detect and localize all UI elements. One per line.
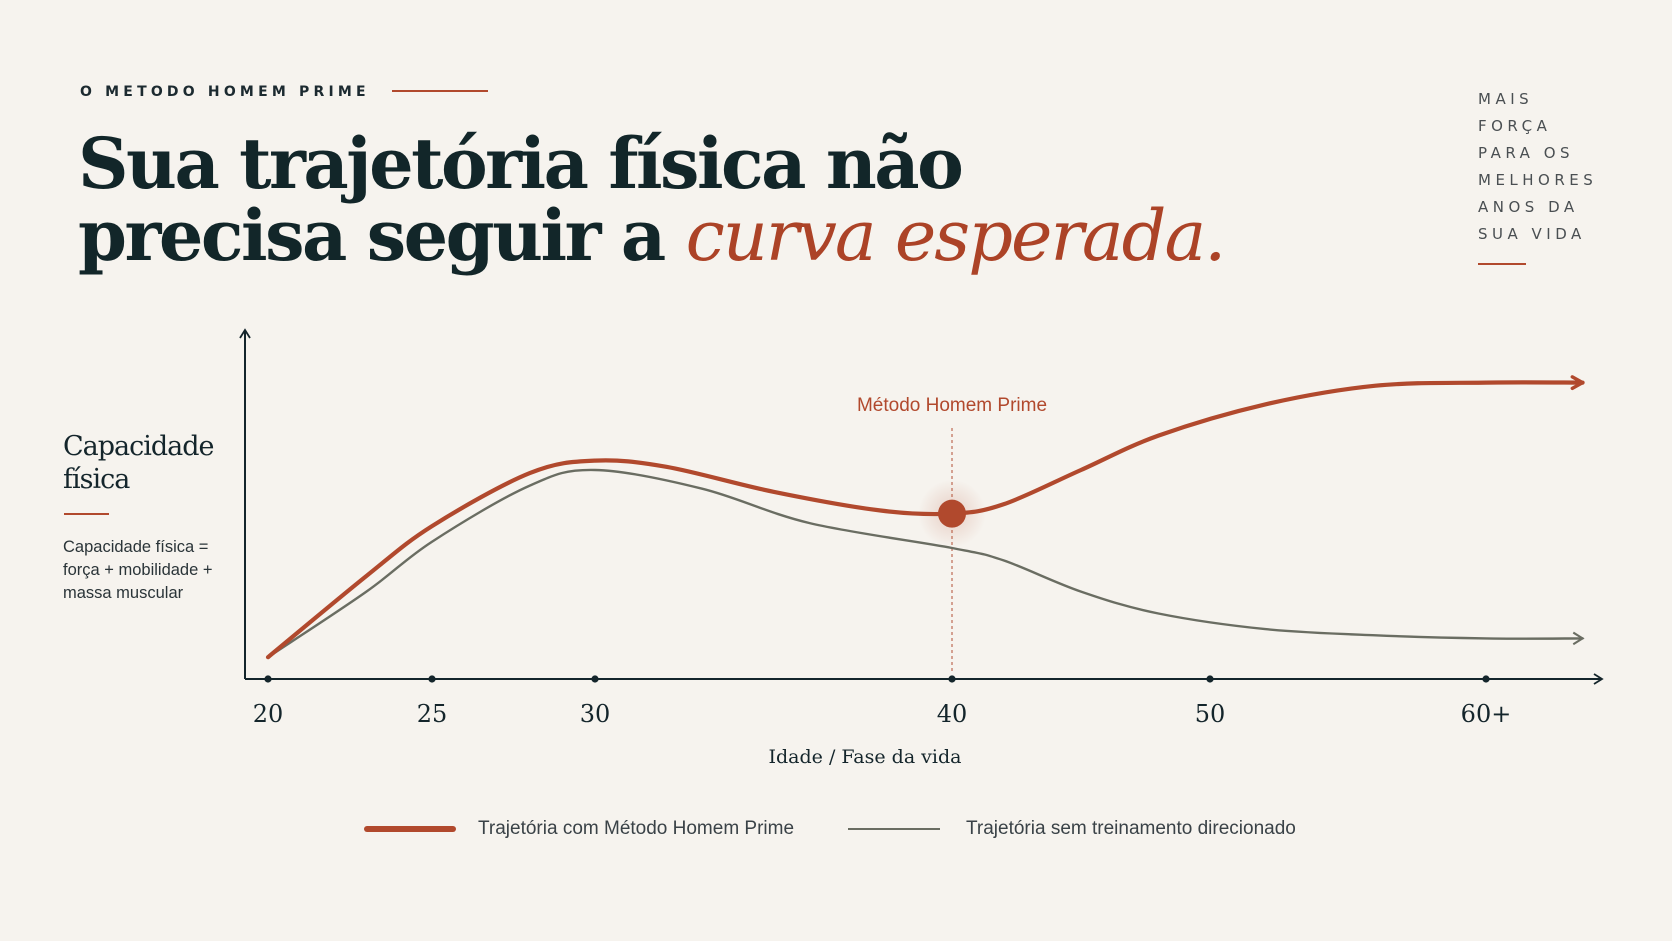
side-divider [1478, 263, 1526, 265]
x-axis-title: Idade / Fase da vida [769, 746, 962, 768]
annotation-label: Método Homem Prime [857, 395, 1047, 416]
legend-swatch-with-method [364, 826, 456, 832]
series-line-without-training [266, 468, 1585, 659]
x-tick-mark [948, 675, 956, 683]
eyebrow-label: O METODO HOMEM PRIME [80, 84, 370, 100]
x-tick-mark [1482, 675, 1490, 683]
x-tick-mark [591, 675, 599, 683]
x-tick-mark [1206, 675, 1214, 683]
series-line-with-method [265, 375, 1585, 660]
eyebrow-divider [392, 90, 488, 92]
x-tick-label: 20 [253, 700, 284, 728]
side-tagline-line: MAIS [1478, 90, 1534, 108]
x-tick-mark [428, 675, 436, 683]
y-axis-title: Capacidade física [63, 431, 215, 495]
headline-line-1: Sua trajetória física não [78, 122, 964, 205]
side-tagline-line: MELHORES [1478, 171, 1598, 189]
x-tick-label: 60+ [1461, 700, 1512, 728]
y-axis-note: Capacidade física = força + mobilidade +… [63, 538, 213, 602]
side-tagline-line: FORÇA [1478, 117, 1552, 135]
x-tick-label: 40 [937, 700, 968, 728]
headline-line-2: precisa seguir a [78, 194, 686, 277]
side-tagline-line: PARA OS [1478, 144, 1575, 162]
chart-legend: Trajetória com Método Homem Prime Trajet… [0, 815, 1672, 845]
legend-label-without-training: Trajetória sem treinamento direcionado [966, 818, 1296, 839]
x-tick-label: 50 [1195, 700, 1226, 728]
x-tick-label: 30 [580, 700, 611, 728]
legend-label-with-method: Trajetória com Método Homem Prime [478, 818, 795, 839]
side-tagline-line: ANOS DA [1478, 198, 1579, 216]
annotation-point [938, 499, 966, 528]
legend-swatch-without-training [848, 828, 940, 830]
headline-accent: curva esperada. [685, 195, 1227, 277]
x-tick-label: 25 [417, 700, 448, 728]
y-axis-title-divider [64, 513, 109, 515]
side-tagline-line: SUA VIDA [1478, 225, 1586, 243]
x-tick-mark [264, 675, 272, 683]
page-title: Sua trajetória física não precisa seguir … [78, 128, 1226, 273]
side-tagline: MAIS FORÇA PARA OS MELHORES ANOS DA SUA … [1478, 86, 1597, 248]
